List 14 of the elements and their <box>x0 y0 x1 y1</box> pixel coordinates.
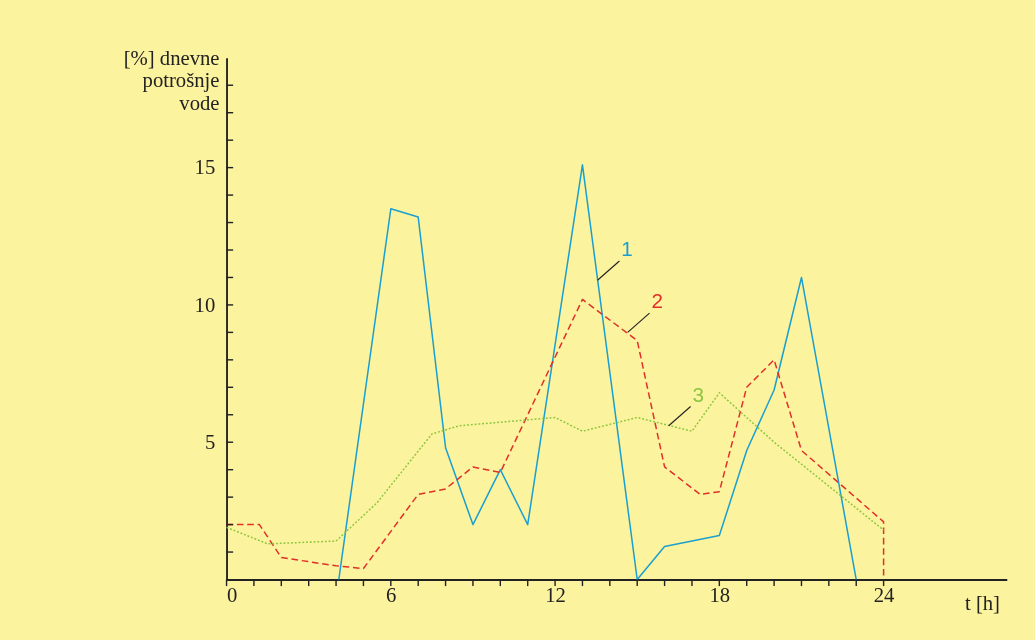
x-tick-label: 18 <box>709 583 731 606</box>
y-tick-label: 5 <box>204 430 216 453</box>
annotation: 3 <box>692 382 704 406</box>
x-axis-title: t [h] <box>964 592 1000 615</box>
x-tick-label: 6 <box>386 583 397 606</box>
x-tick-label: 12 <box>545 583 566 606</box>
annotation: 1 <box>621 237 633 261</box>
y-axis-title: [%] dnevne potrošnje vode <box>123 46 220 114</box>
annotation: 2 <box>651 289 663 313</box>
y-tick-label: 15 <box>194 156 216 179</box>
x-tick-label: 24 <box>873 583 896 606</box>
y-tick-label: 10 <box>194 293 216 316</box>
x-tick-label: 0 <box>227 583 238 606</box>
line-series <box>338 164 857 581</box>
